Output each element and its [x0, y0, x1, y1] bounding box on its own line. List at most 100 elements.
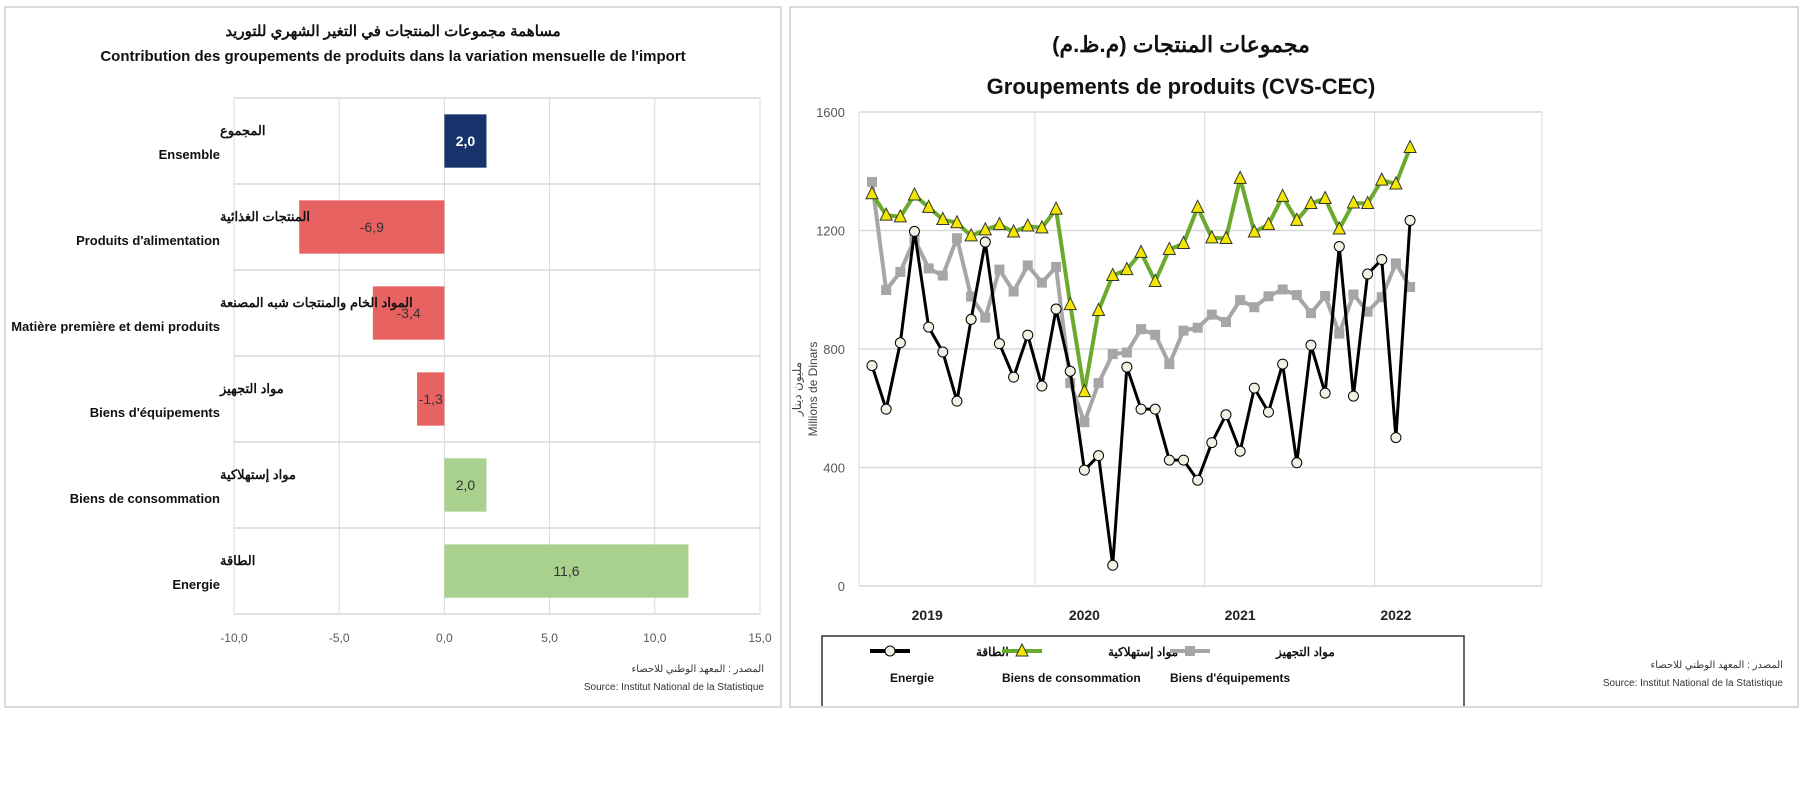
data-point-biens-de-consommation [1063, 296, 1078, 311]
data-point-energie [1149, 403, 1161, 415]
category-label-fr: Biens d'équipements [90, 405, 220, 420]
category-label-fr: Produits d'alimentation [76, 233, 220, 248]
bar-value-label: -6,9 [360, 219, 384, 235]
data-point-biens-de-consommation [921, 199, 936, 213]
x-tick-label: 10,0 [643, 631, 667, 645]
y-tick-label: 1200 [816, 224, 845, 239]
legend-label-fr: Biens d'équipements [1170, 671, 1291, 685]
data-point-biens-d-quipements [895, 266, 906, 277]
data-point-biens-d-quipements [1320, 290, 1331, 301]
data-point-biens-de-consommation [1105, 267, 1120, 282]
data-point-energie [1206, 437, 1218, 449]
data-point-energie [1362, 268, 1374, 280]
data-point-energie [951, 395, 963, 407]
data-point-biens-de-consommation [1389, 175, 1403, 190]
legend-label-ar: الطاقة [976, 645, 1009, 659]
category-label-fr: Biens de consommation [70, 491, 220, 506]
data-point-biens-de-consommation [1346, 194, 1361, 209]
data-point-biens-de-consommation [1403, 139, 1417, 154]
data-point-biens-de-consommation [1190, 199, 1205, 213]
data-point-biens-d-quipements [1405, 282, 1416, 293]
data-point-biens-de-consommation [964, 227, 978, 242]
data-point-biens-d-quipements [1277, 284, 1288, 295]
data-point-biens-de-consommation [1360, 195, 1375, 210]
bar-biens-de-consommation [444, 458, 487, 512]
y-axis-label-ar: مليون دينار [791, 362, 804, 417]
data-point-biens-de-consommation [1120, 261, 1134, 276]
legend-label-fr: Biens de consommation [1002, 671, 1141, 685]
left-chart-title-fr: Contribution des groupements de produits… [100, 48, 686, 65]
data-point-energie [1277, 358, 1289, 370]
data-point-energie [993, 338, 1005, 350]
data-point-biens-d-quipements [1107, 349, 1118, 360]
data-point-biens-d-quipements [1221, 317, 1231, 328]
bar-mati-re-premi-re-et-demi-produits [372, 286, 445, 340]
left-source-fr: Source: Institut National de la Statisti… [583, 682, 764, 693]
y-axis-label: مليون دينار Millions de Dinars [791, 342, 820, 437]
right-chart-title-fr: Groupements de produits (CVS-CEC) [986, 74, 1376, 99]
data-point-energie [880, 403, 892, 415]
bar-produits-d-alimentation [299, 200, 445, 254]
data-point-biens-de-consommation [1205, 229, 1219, 244]
data-point-energie [923, 321, 935, 333]
data-point-biens-de-consommation [1035, 219, 1049, 234]
category-label-ar: المواد الخام والمنتجات شبه المصنعة [220, 295, 413, 311]
data-point-energie [979, 236, 991, 248]
data-point-biens-d-quipements [1249, 302, 1260, 313]
data-point-energie [1347, 390, 1359, 402]
data-point-biens-d-quipements [1192, 322, 1203, 333]
y-tick-label: 0 [838, 579, 845, 594]
data-point-energie [1319, 387, 1331, 399]
data-point-biens-de-consommation [1261, 216, 1276, 231]
data-point-biens-d-quipements [1334, 328, 1345, 339]
data-point-biens-de-consommation [1219, 230, 1233, 244]
data-point-biens-de-consommation [1077, 383, 1092, 398]
data-point-biens-de-consommation [1176, 235, 1191, 250]
data-point-biens-de-consommation [1332, 220, 1347, 235]
data-point-biens-de-consommation [893, 208, 908, 223]
right-source-ar: المصدر : المعهد الوطني للاحصاء [1650, 660, 1783, 671]
bar-value-label: 2,0 [456, 133, 476, 149]
bar-value-label: 11,6 [553, 563, 579, 579]
data-point-energie [866, 360, 878, 372]
data-point-energie [1376, 254, 1388, 266]
data-point-biens-de-consommation [1020, 217, 1035, 232]
data-point-biens-d-quipements [1390, 258, 1401, 269]
data-point-biens-d-quipements [1348, 289, 1359, 300]
x-tick-label: 2020 [1069, 607, 1100, 623]
data-point-energie [908, 225, 920, 237]
data-point-biens-d-quipements [951, 233, 962, 244]
data-point-energie [1135, 403, 1147, 415]
y-tick-label: 1600 [816, 105, 845, 120]
data-point-biens-d-quipements [1164, 359, 1175, 370]
data-point-biens-de-consommation [1091, 302, 1106, 316]
legend: الطاقة Energie مواد إستهلاكية Biens de cons… [821, 635, 1465, 706]
x-tick-label: 2019 [912, 607, 943, 623]
data-point-biens-d-quipements [1008, 286, 1019, 297]
data-point-biens-de-consommation [1275, 188, 1290, 202]
data-point-energie [1220, 409, 1232, 421]
data-point-energie [1107, 559, 1119, 571]
data-point-biens-de-consommation [907, 186, 922, 201]
data-point-biens-d-quipements [1065, 378, 1076, 389]
y-tick-label: 400 [823, 461, 845, 476]
data-point-biens-de-consommation [950, 214, 964, 229]
x-tick-label: 2022 [1380, 607, 1411, 623]
data-point-energie [1305, 339, 1317, 351]
data-point-biens-d-quipements [1093, 378, 1104, 389]
data-point-biens-de-consommation [865, 185, 879, 200]
x-tick-label: 0,0 [436, 631, 453, 645]
data-point-biens-d-quipements [1079, 417, 1090, 428]
bar-ensemble [444, 114, 487, 168]
right-source-fr: Source: Institut National de la Statisti… [1602, 678, 1783, 689]
data-point-biens-de-consommation [879, 206, 893, 221]
data-point-energie [1192, 474, 1204, 486]
x-tick-label: -10,0 [220, 631, 248, 645]
data-point-biens-de-consommation [978, 221, 993, 236]
data-point-biens-d-quipements [1051, 261, 1062, 272]
x-tick-label: 15,0 [748, 631, 772, 645]
contribution-chart-panel: مساهمة مجموعات المنتجات في التغير الشهري… [4, 6, 782, 708]
data-point-biens-d-quipements [881, 285, 892, 296]
bar-biens-d-quipements [417, 372, 445, 426]
legend-marker-energie [884, 645, 896, 657]
